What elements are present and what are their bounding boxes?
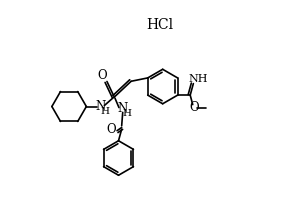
Text: HCl: HCl — [146, 17, 173, 32]
Text: N: N — [118, 102, 128, 115]
Text: H: H — [100, 107, 109, 116]
Text: O: O — [106, 123, 116, 136]
Text: O: O — [97, 69, 106, 82]
Text: NH: NH — [189, 74, 208, 84]
Text: H: H — [122, 109, 131, 118]
Text: N: N — [96, 100, 106, 113]
Text: O: O — [190, 101, 199, 114]
